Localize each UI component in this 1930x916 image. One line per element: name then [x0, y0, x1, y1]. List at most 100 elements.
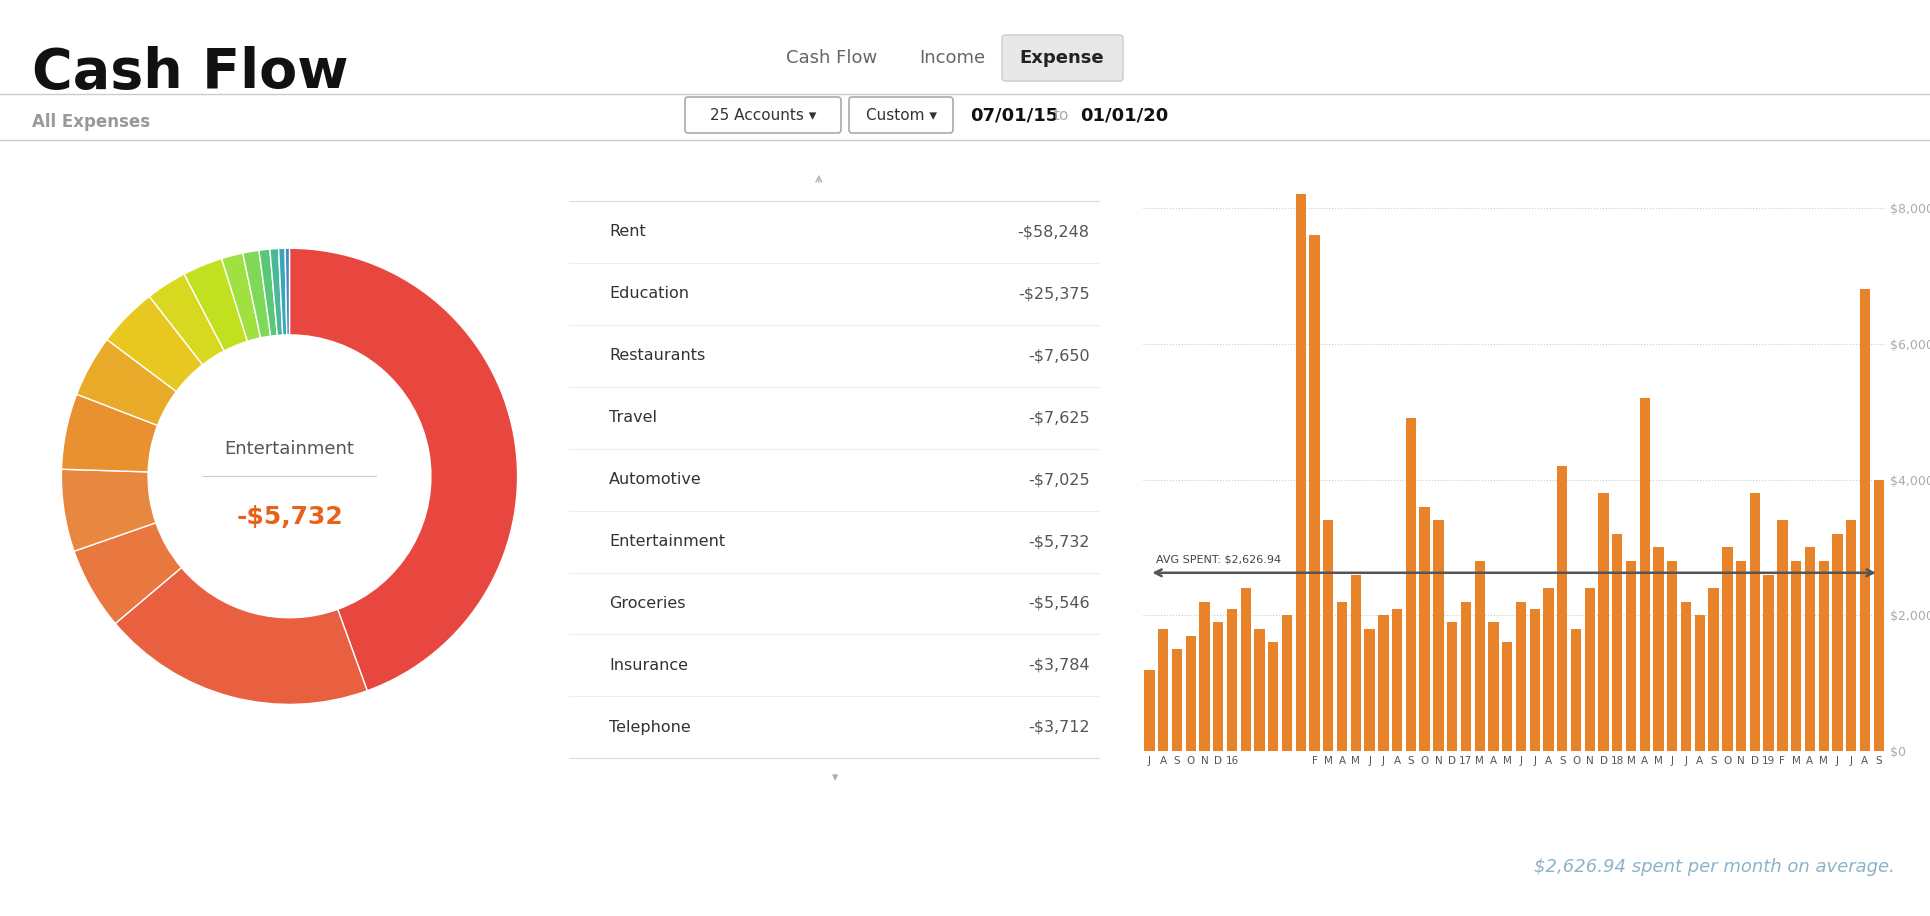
Bar: [1365, 629, 1374, 751]
Bar: [1405, 419, 1417, 751]
Bar: [1241, 588, 1251, 751]
Bar: [1791, 561, 1801, 751]
Bar: [1337, 602, 1347, 751]
Bar: [575, 282, 593, 305]
Text: -$5,732: -$5,732: [235, 506, 344, 529]
Bar: [1475, 561, 1484, 751]
Bar: [1448, 622, 1457, 751]
Bar: [1625, 561, 1637, 751]
Bar: [1227, 608, 1237, 751]
Bar: [1199, 602, 1210, 751]
Bar: [1309, 235, 1320, 751]
Bar: [1295, 194, 1307, 751]
Text: Groceries: Groceries: [610, 596, 685, 611]
Bar: [1185, 636, 1197, 751]
Bar: [1530, 608, 1540, 751]
Bar: [1612, 534, 1623, 751]
Bar: [1378, 616, 1388, 751]
Text: Travel: Travel: [610, 410, 656, 425]
Bar: [1351, 574, 1361, 751]
Bar: [1515, 602, 1527, 751]
Wedge shape: [77, 340, 176, 425]
Text: Expense: Expense: [1019, 49, 1104, 67]
Text: Education: Education: [610, 286, 689, 301]
Text: -$58,248: -$58,248: [1017, 224, 1089, 239]
Bar: [1419, 507, 1430, 751]
Bar: [1324, 520, 1334, 751]
Bar: [1847, 520, 1857, 751]
Text: 07/01/15: 07/01/15: [971, 106, 1058, 124]
Bar: [1695, 616, 1704, 751]
Bar: [1805, 548, 1814, 751]
Text: Cash Flow: Cash Flow: [33, 46, 349, 100]
FancyBboxPatch shape: [239, 124, 1430, 916]
Wedge shape: [278, 248, 288, 335]
Bar: [575, 654, 593, 677]
Bar: [1502, 642, 1513, 751]
Bar: [1585, 588, 1594, 751]
Text: -$3,784: -$3,784: [1029, 658, 1089, 673]
Bar: [1461, 602, 1471, 751]
Text: -$7,650: -$7,650: [1029, 348, 1089, 363]
Text: Rent: Rent: [610, 224, 647, 239]
Bar: [1681, 602, 1691, 751]
Bar: [575, 530, 593, 553]
Bar: [1558, 466, 1567, 751]
Text: ▾: ▾: [832, 771, 838, 784]
Bar: [1832, 534, 1843, 751]
Bar: [1172, 649, 1181, 751]
Wedge shape: [149, 274, 224, 365]
Bar: [1735, 561, 1747, 751]
Bar: [1751, 493, 1760, 751]
Text: Insurance: Insurance: [610, 658, 689, 673]
Text: Automotive: Automotive: [610, 472, 703, 487]
Text: -$5,546: -$5,546: [1029, 596, 1089, 611]
Text: -$7,025: -$7,025: [1029, 472, 1089, 487]
Text: Restaurants: Restaurants: [610, 348, 704, 363]
Bar: [1282, 616, 1293, 751]
FancyBboxPatch shape: [849, 97, 953, 133]
Bar: [1708, 588, 1720, 751]
Bar: [575, 468, 593, 491]
Bar: [1654, 548, 1664, 751]
Bar: [1158, 629, 1168, 751]
Wedge shape: [183, 258, 247, 351]
Bar: [1722, 548, 1733, 751]
Bar: [1392, 608, 1403, 751]
Bar: [1818, 561, 1830, 751]
Wedge shape: [106, 297, 203, 391]
Wedge shape: [73, 523, 181, 624]
Text: $2,626.94 spent per month on average.: $2,626.94 spent per month on average.: [1534, 858, 1895, 876]
Bar: [1598, 493, 1610, 751]
Text: Custom ▾: Custom ▾: [865, 107, 936, 123]
Bar: [1668, 561, 1677, 751]
Bar: [1861, 289, 1870, 751]
Text: Cash Flow: Cash Flow: [786, 49, 878, 67]
Text: to: to: [1054, 107, 1069, 123]
Wedge shape: [286, 248, 290, 335]
Text: -$7,625: -$7,625: [1029, 410, 1089, 425]
Text: Telephone: Telephone: [610, 720, 691, 735]
FancyBboxPatch shape: [685, 97, 841, 133]
Wedge shape: [270, 248, 282, 335]
Text: -$3,712: -$3,712: [1029, 720, 1089, 735]
Bar: [575, 592, 593, 615]
Text: -$5,732: -$5,732: [1029, 534, 1089, 549]
Text: All Expenses: All Expenses: [33, 113, 151, 131]
Bar: [1544, 588, 1554, 751]
Bar: [575, 716, 593, 739]
Text: AVG SPENT: $2,626.94: AVG SPENT: $2,626.94: [1156, 554, 1282, 564]
Bar: [575, 344, 593, 367]
Bar: [1214, 622, 1224, 751]
Wedge shape: [243, 250, 270, 338]
Bar: [1144, 670, 1154, 751]
Wedge shape: [62, 469, 156, 551]
Wedge shape: [62, 394, 158, 472]
Bar: [1434, 520, 1444, 751]
Text: -$25,375: -$25,375: [1017, 286, 1089, 301]
Wedge shape: [222, 253, 261, 342]
Bar: [1778, 520, 1787, 751]
Text: Income: Income: [919, 49, 984, 67]
Wedge shape: [116, 568, 367, 704]
Wedge shape: [290, 248, 517, 691]
